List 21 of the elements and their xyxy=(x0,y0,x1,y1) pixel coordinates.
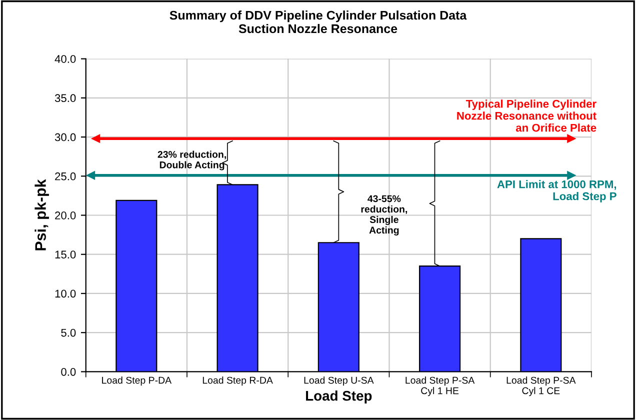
y-tick-label: 5.0 xyxy=(61,328,76,337)
annotation: 23% reduction, Double Acting xyxy=(158,150,226,170)
y-tick-label: 15.0 xyxy=(55,250,76,258)
y-tick-label: 0.0 xyxy=(61,368,76,376)
legend-label: API Limit at 1000 RPM, Load Step P xyxy=(497,180,616,202)
y-tick-label: 20.0 xyxy=(55,212,76,220)
y-tick-label: 10.0 xyxy=(55,290,76,298)
x-tick-label: Load Step U-SA xyxy=(304,376,374,386)
y-axis-title: Psi, pk-pk xyxy=(34,179,49,250)
y-tick-label: 25.0 xyxy=(55,172,76,180)
x-tick-label: Load Step P-SA Cyl 1 CE xyxy=(506,376,576,396)
x-tick-label: Load Step P-DA xyxy=(102,376,172,386)
annotation: 43-55% reduction, Single Acting xyxy=(361,195,408,236)
y-tick-label: 35.0 xyxy=(54,94,76,102)
chart-title: Summary of DDV Pipeline Cylinder Pulsation Data Suction Nozzle Resonance xyxy=(170,10,467,34)
ref-line-label: Typical Pipeline Cylinder Nozzle Resonance without an Orifice Plate xyxy=(457,100,596,132)
y-tick-label: 40.0 xyxy=(54,55,76,63)
x-tick-label: Load Step P-SA Cyl 1 HE xyxy=(406,376,475,396)
y-tick-label: 30.0 xyxy=(54,133,76,142)
x-tick-label: Load Step R-DA xyxy=(202,376,273,386)
x-axis-title: Load Step xyxy=(306,390,372,404)
